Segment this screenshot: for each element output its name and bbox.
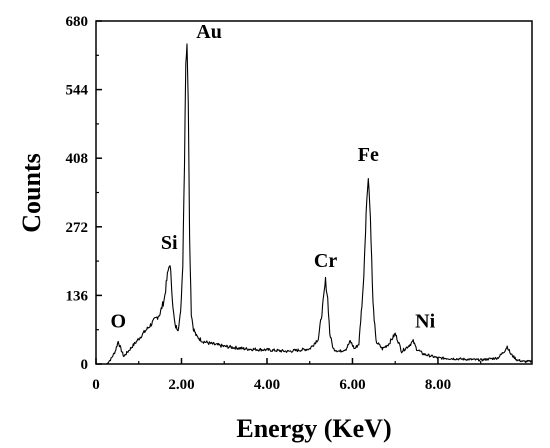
peak-label: O xyxy=(110,310,126,332)
x-tick-label: 4.00 xyxy=(254,377,280,393)
peak-label: Au xyxy=(196,21,222,43)
plot-frame xyxy=(95,20,533,365)
x-tick-label: 0 xyxy=(92,377,100,393)
y-tick-label: 136 xyxy=(66,288,89,304)
y-axis-title: Counts xyxy=(17,153,46,232)
x-axis-ticks: 0 2.00 4.00 6.00 8.00 xyxy=(92,358,482,393)
y-tick-label: 272 xyxy=(66,220,89,236)
y-tick-label: 408 xyxy=(66,151,89,167)
y-tick-label: 0 xyxy=(81,357,89,373)
peak-annotations: O Si Au Cr Fe Ni xyxy=(110,21,435,332)
x-tick-label: 6.00 xyxy=(339,377,365,393)
x-axis-title: Energy (KeV) xyxy=(236,414,391,443)
y-axis-ticks: 0 136 272 408 544 680 xyxy=(66,14,102,373)
peak-label: Si xyxy=(161,232,178,254)
spectrum-line xyxy=(106,43,533,365)
x-tick-label: 2.00 xyxy=(168,377,194,393)
peak-label: Fe xyxy=(358,144,379,166)
y-tick-label: 680 xyxy=(66,14,89,30)
peak-label: Cr xyxy=(314,250,337,272)
peak-label: Ni xyxy=(415,310,435,332)
x-tick-label: 8.00 xyxy=(425,377,451,393)
y-tick-label: 544 xyxy=(66,83,89,99)
